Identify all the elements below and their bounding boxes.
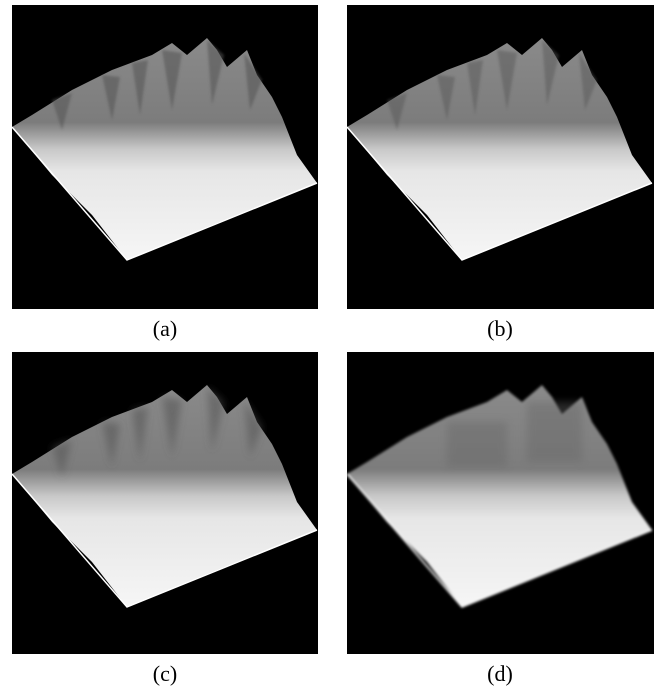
panel-label: (a) <box>153 316 177 341</box>
panel-label: (d) <box>487 661 513 686</box>
panel <box>11 352 318 654</box>
panel <box>346 5 654 309</box>
panel <box>11 5 318 309</box>
panel <box>346 352 654 654</box>
panel-label: (b) <box>487 316 513 341</box>
panel-label: (c) <box>153 661 177 686</box>
